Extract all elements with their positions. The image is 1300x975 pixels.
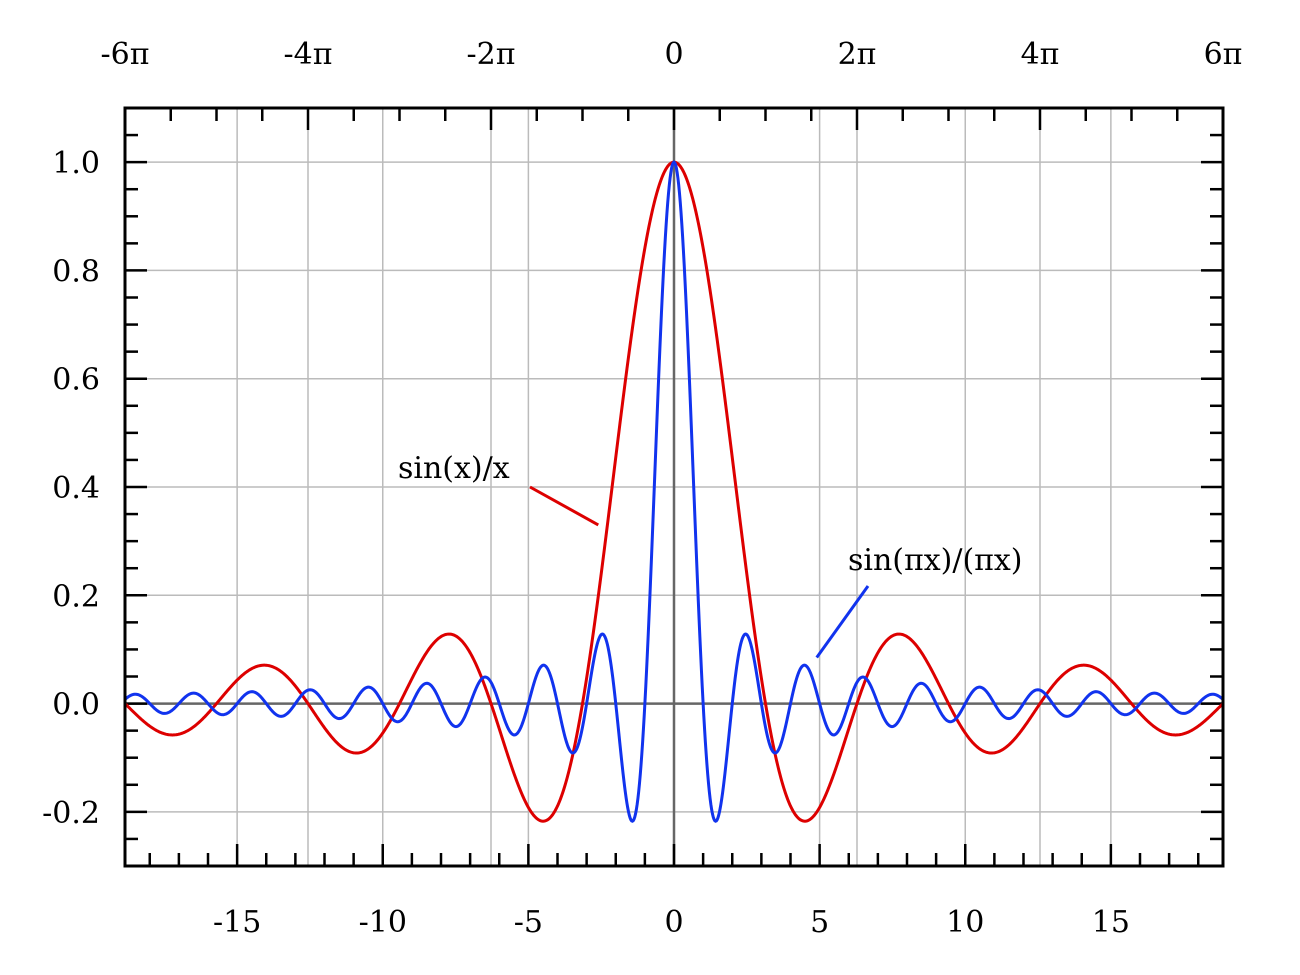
- plot-frame: [123, 106, 1225, 868]
- x-tick-label: -10: [359, 905, 407, 940]
- tick-labels: -15 -10 -5 0 5 10 15 -6π -4π -2π 0 2π 4π 6π -0.2 0.0 0.2…: [42, 37, 1242, 940]
- annotation-label-1: sin(πx)/(πx): [848, 543, 1023, 578]
- x-tick-label: 0: [664, 905, 683, 940]
- ticks: [123, 106, 1225, 868]
- x-tick-label: 15: [1092, 905, 1130, 940]
- y-tick-label: 0.8: [52, 254, 100, 289]
- series-line-1: [124, 160, 1224, 823]
- y-tick-label: 0.6: [52, 363, 100, 398]
- annotation-leader-0: [529, 485, 600, 527]
- x-tick-label: 10: [946, 905, 984, 940]
- x-tick-label: -5: [514, 905, 543, 940]
- y-tick-label: -0.2: [42, 796, 100, 831]
- x-tick-label: -15: [213, 905, 261, 940]
- annotation-label-0: sin(x)/x: [398, 451, 510, 486]
- x-top-tick-label: -6π: [101, 37, 150, 72]
- y-tick-label: 0.0: [52, 688, 100, 723]
- x-top-tick-label: -4π: [284, 37, 333, 72]
- annotation-leader-1: [815, 585, 870, 659]
- series-layer: [123, 160, 1225, 823]
- x-top-tick-label: 0: [664, 37, 683, 72]
- x-top-tick-label: -2π: [467, 37, 516, 72]
- x-tick-label: 5: [810, 905, 829, 940]
- x-top-tick-label: 4π: [1021, 37, 1060, 72]
- y-tick-label: 1.0: [52, 146, 100, 181]
- annotations: sin(x)/x sin(πx)/(πx): [398, 451, 1023, 659]
- y-tick-label: 0.4: [52, 471, 100, 506]
- y-tick-label: 0.2: [52, 579, 100, 614]
- x-top-tick-label: 2π: [838, 37, 877, 72]
- x-top-tick-label: 6π: [1204, 37, 1243, 72]
